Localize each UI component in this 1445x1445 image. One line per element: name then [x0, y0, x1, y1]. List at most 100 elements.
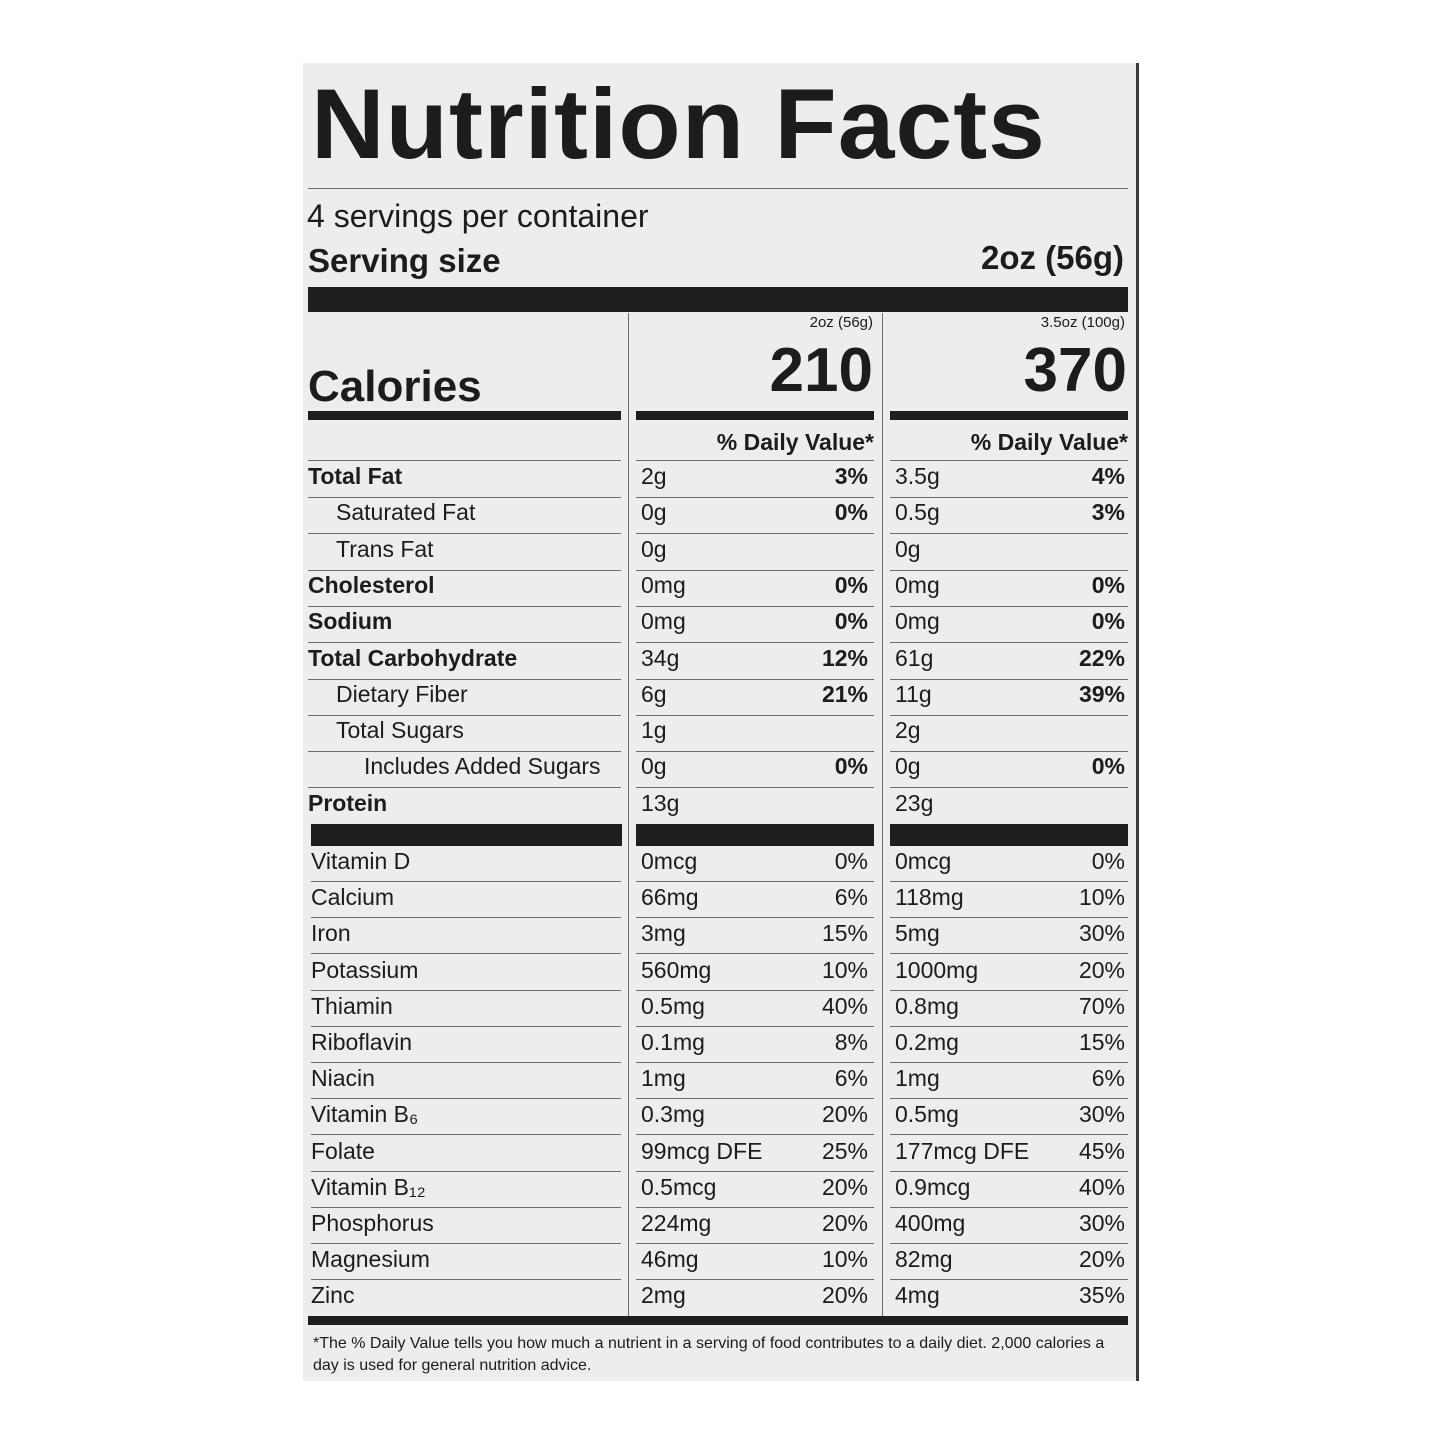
nutrient-label: Saturated Fat: [336, 499, 476, 526]
servings-per-container: 4 servings per container: [307, 198, 649, 234]
vitamin-label: Potassium: [311, 956, 419, 983]
row-divider: [636, 1206, 874, 1208]
vitamin-amount: 0.2mg: [895, 1029, 959, 1055]
vitamin-daily-value: 40%: [1078, 1173, 1125, 1200]
row-divider: [636, 533, 874, 535]
row-divider: [890, 1279, 1128, 1281]
vitamin-amount: 99mcg DFE: [641, 1137, 763, 1164]
nutrient-label: Dietary Fiber: [336, 680, 468, 707]
row-divider: [311, 1025, 621, 1027]
row-divider: [890, 1098, 1128, 1100]
nutrient-label: Cholesterol: [308, 571, 435, 598]
vitamin-amount: 1mg: [641, 1065, 686, 1092]
row-divider: [890, 714, 1128, 716]
nutrient-amount: 13g: [641, 789, 680, 816]
row-divider: [311, 1279, 621, 1281]
row-divider: [636, 787, 874, 789]
vitamin-amount: 0.9mcg: [895, 1173, 971, 1200]
row-divider: [636, 917, 874, 919]
footnote: *The % Daily Value tells you how much a …: [313, 1335, 1105, 1374]
label-title: Nutrition Facts: [311, 68, 1046, 179]
vitamin-daily-value: 8%: [834, 1029, 868, 1055]
row-divider: [636, 751, 874, 753]
serving-size-value: 2oz (56g): [980, 239, 1124, 276]
row-divider: [890, 1243, 1128, 1244]
row-divider: [890, 881, 1128, 882]
nutrient-amount: 0.5g: [895, 499, 940, 526]
vitamin-amount: 177mcg DFE: [895, 1137, 1030, 1164]
col1-calories: 210: [769, 336, 873, 405]
nutrient-label: Total Carbohydrate: [308, 644, 518, 671]
row-divider: [311, 1243, 621, 1244]
divider: [308, 188, 1128, 189]
vitamin-amount: 4mg: [895, 1282, 940, 1309]
nutrient-amount: 0g: [641, 753, 667, 780]
col1-serving: 2oz (56g): [809, 314, 873, 331]
col2-serving: 3.5oz (100g): [1040, 314, 1125, 331]
nutrient-amount: 0mg: [895, 608, 940, 635]
vitamin-daily-value: 15%: [821, 920, 868, 947]
nutrient-amount: 6g: [641, 680, 667, 707]
nutrient-amount: 0g: [641, 499, 667, 526]
row-divider: [890, 642, 1128, 644]
vitamin-label: Thiamin: [311, 992, 393, 1019]
row-divider: [890, 533, 1128, 535]
row-divider: [308, 642, 621, 644]
vitamin-daily-value: 45%: [1078, 1137, 1125, 1164]
row-divider: [636, 714, 874, 716]
row-divider: [311, 1134, 621, 1136]
row-divider: [636, 678, 874, 680]
row-divider: [636, 1279, 874, 1281]
vitamin-amount: 82mg: [895, 1246, 953, 1273]
vitamin-daily-value: 15%: [1078, 1029, 1125, 1055]
nutrient-label: Trans Fat: [336, 535, 434, 562]
row-divider: [311, 917, 621, 919]
vitamin-label: Vitamin D: [311, 848, 411, 874]
nutrient-daily-value: 0%: [834, 499, 868, 526]
row-divider: [636, 989, 874, 991]
row-divider: [311, 953, 621, 955]
col2-dv-header: % Daily Value*: [970, 429, 1128, 455]
row-divider: [311, 1206, 621, 1208]
nutrient-daily-value: 39%: [1078, 680, 1125, 707]
row-divider: [890, 1206, 1128, 1208]
nutrient-amount: 2g: [641, 463, 667, 489]
nutrient-amount: 61g: [895, 644, 934, 671]
vitamin-amount: 400mg: [895, 1210, 966, 1236]
nutrient-daily-value: 0%: [834, 753, 868, 780]
vitamin-daily-value: 20%: [821, 1101, 868, 1128]
vitamin-label: Calcium: [311, 884, 395, 911]
vitamin-daily-value: 20%: [1078, 1246, 1125, 1273]
row-divider: [636, 1134, 874, 1136]
nutrient-daily-value: 0%: [1091, 571, 1125, 598]
row-divider: [311, 989, 621, 991]
vitamin-amount: 1mg: [895, 1065, 940, 1092]
vitamin-daily-value: 0%: [1091, 848, 1125, 874]
nutrient-daily-value: 3%: [834, 463, 868, 489]
row-divider: [636, 497, 874, 498]
col2-calories: 370: [1023, 336, 1127, 405]
vitamin-daily-value: 20%: [1078, 956, 1125, 983]
row-divider: [636, 605, 874, 607]
vitamin-amount: 0.1mg: [641, 1029, 705, 1055]
calories-bar: [636, 411, 874, 420]
row-divider: [890, 1134, 1128, 1136]
nutrient-amount: 0g: [895, 535, 921, 562]
row-divider: [890, 953, 1128, 955]
nutrient-daily-value: 0%: [834, 571, 868, 598]
row-divider: [636, 642, 874, 644]
vitamin-amount: 66mg: [641, 884, 699, 911]
vitamins-bar: [636, 824, 874, 846]
row-divider: [308, 714, 621, 716]
nutrient-label: Total Sugars: [336, 717, 464, 744]
vitamin-label: Phosphorus: [311, 1210, 434, 1236]
col1-dv-header: % Daily Value*: [716, 429, 874, 455]
nutrient-amount: 11g: [895, 680, 932, 707]
nutrient-amount: 3.5g: [895, 463, 940, 489]
vitamin-label: Vitamin B₁₂: [311, 1173, 426, 1200]
row-divider: [308, 787, 621, 789]
vitamin-amount: 0mcg: [641, 848, 698, 874]
row-divider: [311, 1098, 621, 1100]
column-divider: [628, 313, 629, 1318]
row-divider: [308, 678, 621, 680]
